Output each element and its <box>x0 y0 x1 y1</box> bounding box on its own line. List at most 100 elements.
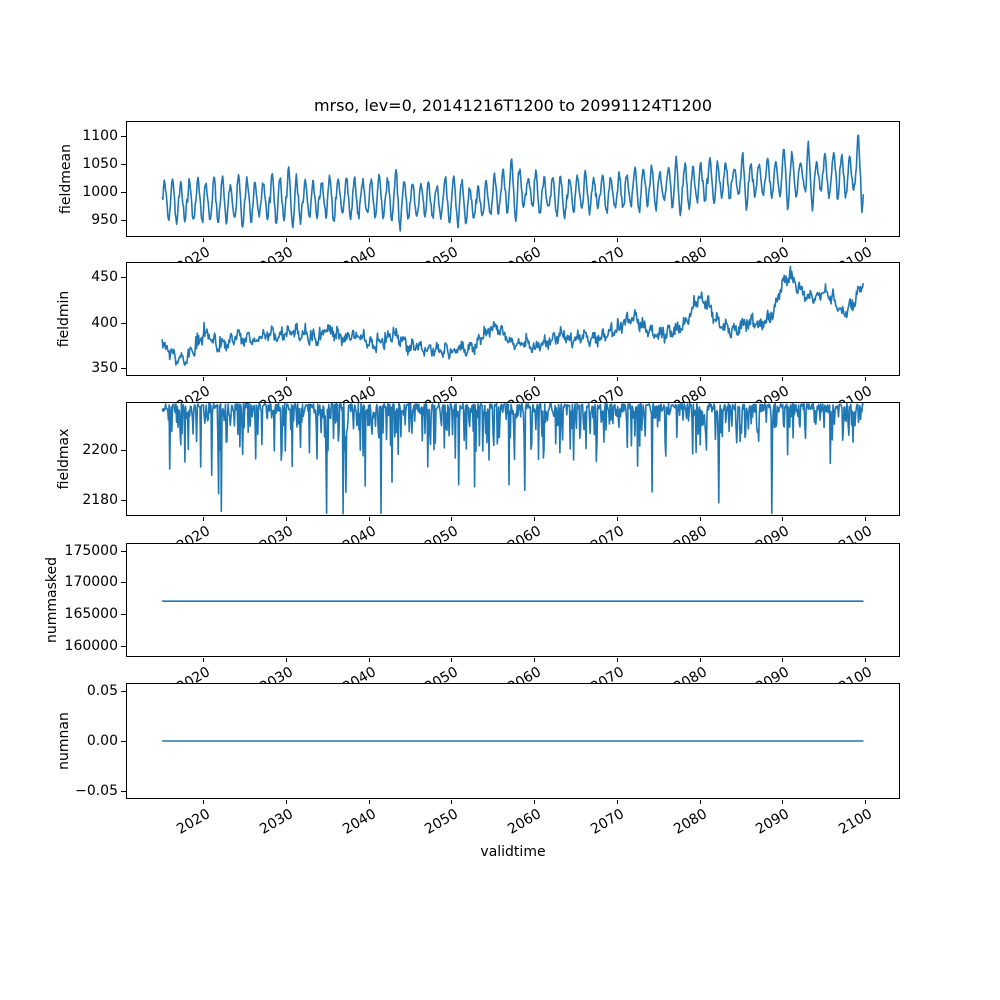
x-tick-label: 2020 <box>174 244 213 262</box>
x-tick-mark <box>369 517 370 521</box>
fieldmean-line-chart <box>161 134 865 232</box>
x-tick-mark <box>286 238 287 242</box>
x-tick-mark <box>865 658 866 662</box>
y-tick-mark <box>121 164 126 165</box>
y-tick-mark <box>121 646 126 647</box>
x-tick-label: 2100 <box>836 383 875 402</box>
x-tick-labels-clipped-nummasked: 2020 2030 2040 2050 2060 2070 2080 2090 2100 <box>126 658 900 683</box>
y-tick-label: 0.05 <box>86 683 118 699</box>
x-tick-label: 2030 <box>257 244 296 262</box>
x-tick-label: 2080 <box>671 383 710 402</box>
x-tick-mark <box>865 238 866 242</box>
y-tick-label: 160000 <box>64 638 118 654</box>
x-tick-label: 2100 <box>836 806 875 838</box>
x-tick-mark <box>617 658 618 662</box>
y-tick-label: 350 <box>91 360 118 376</box>
x-tick-mark <box>782 517 783 521</box>
y-tick-mark <box>121 500 126 501</box>
x-tick-label: 2090 <box>753 244 792 262</box>
y-tick-label: 450 <box>91 269 118 285</box>
x-tick-mark <box>451 238 452 242</box>
x-tick-mark <box>617 517 618 521</box>
x-tick-label: 2040 <box>340 244 379 262</box>
x-tick-label: 2030 <box>257 523 296 543</box>
x-tick-label: 2080 <box>671 806 710 838</box>
x-tick-label: 2100 <box>836 664 875 683</box>
y-tick-label: 175000 <box>64 543 118 559</box>
y-tick-label: 950 <box>91 212 118 228</box>
x-tick-label: 2080 <box>671 523 710 543</box>
x-tick-mark <box>534 377 535 381</box>
y-tick-mark <box>121 220 126 221</box>
y-tick-mark <box>121 450 126 451</box>
x-tick-label: 2100 <box>836 523 875 543</box>
x-tick-label: 2040 <box>340 806 379 838</box>
x-tick-mark <box>534 658 535 662</box>
x-tick-label: 2060 <box>505 383 544 402</box>
x-tick-mark <box>203 517 204 521</box>
y-tick-label: 165000 <box>64 606 118 622</box>
y-axis-label-fieldmean: fieldmean <box>58 144 74 214</box>
x-tick-label: 2030 <box>257 664 296 683</box>
y-tick-label: 0.00 <box>86 733 118 749</box>
fieldmean-series-line <box>161 134 865 232</box>
y-axis-label-nummasked: nummasked <box>44 556 60 644</box>
x-tick-mark <box>451 658 452 662</box>
x-tick-mark <box>617 377 618 381</box>
x-tick-label: 2080 <box>671 244 710 262</box>
x-tick-mark <box>286 800 287 804</box>
x-tick-label: 2060 <box>505 244 544 262</box>
x-tick-labels-bottom: 2020 2030 2040 2050 2060 2070 2080 2090 2100 <box>126 800 900 844</box>
y-tick-label: 1050 <box>82 156 118 172</box>
numnan-line-chart <box>162 740 864 742</box>
x-tick-label: 2020 <box>174 806 213 838</box>
x-tick-mark <box>534 800 535 804</box>
fieldmin-line-chart <box>161 265 865 366</box>
x-tick-mark <box>451 517 452 521</box>
x-tick-mark <box>865 800 866 804</box>
subplot-nummasked <box>126 543 900 657</box>
nummasked-line-chart <box>162 600 864 602</box>
x-tick-labels-clipped-fieldmax: 2020 2030 2040 2050 2060 2070 2080 2090 2100 <box>126 517 900 543</box>
x-tick-label: 2030 <box>257 806 296 838</box>
x-tick-mark <box>700 238 701 242</box>
y-tick-mark <box>121 323 126 324</box>
x-tick-mark <box>782 658 783 662</box>
y-tick-mark <box>121 741 126 742</box>
x-tick-labels-clipped-fieldmean: 2020 2030 2040 2050 2060 2070 2080 2090 2100 <box>126 238 900 262</box>
subplot-fieldmax <box>126 402 900 516</box>
y-tick-label: 2180 <box>82 492 118 508</box>
y-tick-mark <box>121 791 126 792</box>
x-tick-label: 2070 <box>588 523 627 543</box>
x-tick-mark <box>369 238 370 242</box>
x-tick-labels-clipped-fieldmin: 2020 2030 2040 2050 2060 2070 2080 2090 2100 <box>126 377 900 402</box>
y-tick-mark <box>121 136 126 137</box>
x-axis-title: validtime <box>480 844 546 860</box>
y-axis-label-numnan: numnan <box>56 712 72 770</box>
x-tick-label: 2070 <box>588 244 627 262</box>
fieldmax-line-chart <box>161 403 864 515</box>
x-tick-mark <box>865 377 866 381</box>
x-tick-label: 2020 <box>174 664 213 683</box>
x-tick-mark <box>286 377 287 381</box>
x-tick-label: 2040 <box>340 664 379 683</box>
x-tick-label: 2090 <box>753 664 792 683</box>
y-tick-label: 1000 <box>82 184 118 200</box>
y-tick-mark <box>121 192 126 193</box>
x-tick-label: 2040 <box>340 523 379 543</box>
y-tick-mark <box>121 368 126 369</box>
x-tick-mark <box>534 238 535 242</box>
x-tick-label: 2050 <box>422 383 461 402</box>
y-tick-mark <box>121 582 126 583</box>
y-tick-label: −0.05 <box>75 783 118 799</box>
x-tick-mark <box>203 658 204 662</box>
subplot-fieldmean <box>126 121 900 237</box>
x-tick-label: 2090 <box>753 806 792 838</box>
y-axis-label-fieldmin: fieldmin <box>56 290 72 348</box>
x-tick-label: 2060 <box>505 664 544 683</box>
x-tick-label: 2060 <box>505 523 544 543</box>
x-tick-mark <box>369 658 370 662</box>
x-tick-label: 2080 <box>671 664 710 683</box>
x-tick-label: 2040 <box>340 383 379 402</box>
